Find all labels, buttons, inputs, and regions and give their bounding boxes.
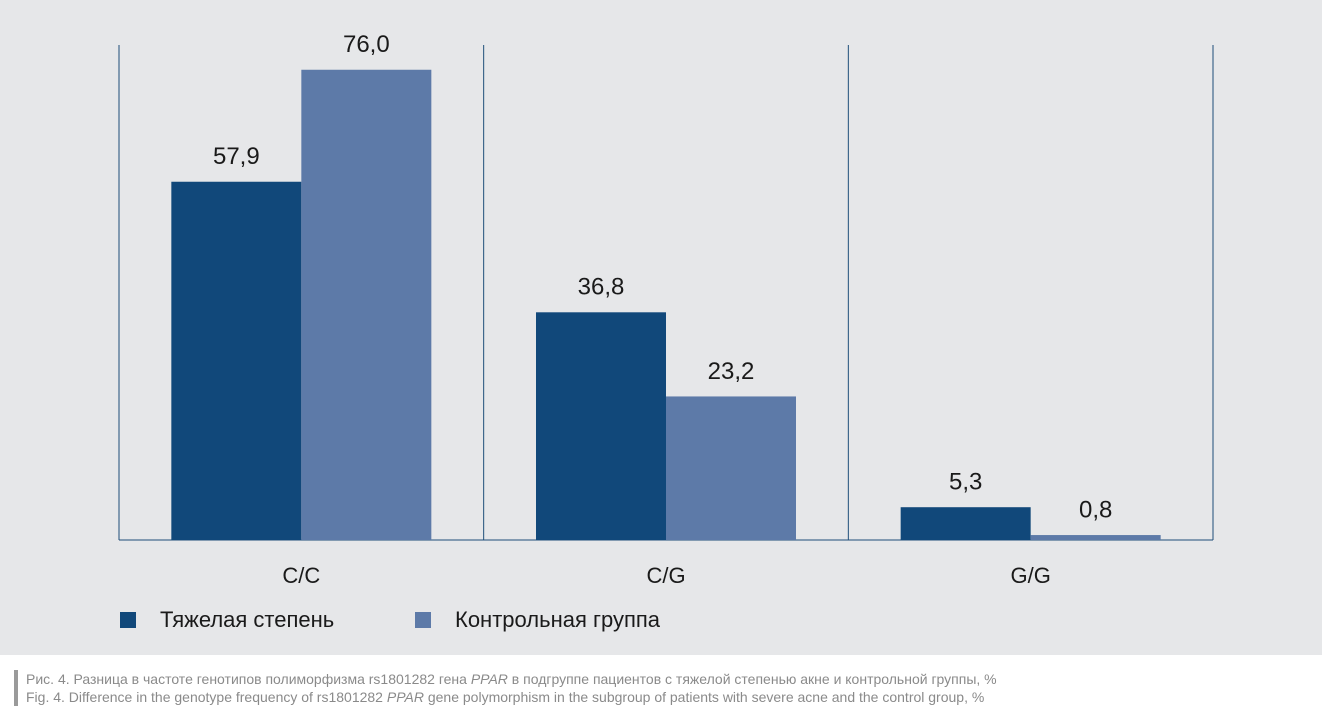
bar <box>171 181 302 540</box>
x-tick-label: C/G <box>646 563 685 588</box>
data-label: 57,9 <box>213 143 260 170</box>
bar <box>536 312 666 540</box>
chart: C/C 57,9 76,0 C/G 36,8 23,2 G/G 5,3 0,8 Тяжелая с… <box>118 31 1214 632</box>
caption-text: Fig. 4. Difference in the genotype frequ… <box>26 689 387 705</box>
legend-swatch <box>415 612 431 628</box>
caption-text: в подгруппе пациентов с тяжелой степенью… <box>507 671 997 687</box>
data-label: 5,3 <box>949 469 982 496</box>
x-tick-label: G/G <box>1010 563 1050 588</box>
caption: Рис. 4. Разница в частоте генотипов поли… <box>14 670 997 706</box>
bar <box>666 396 796 540</box>
caption-text: Рис. 4. Разница в частоте генотипов поли… <box>26 671 471 687</box>
bar <box>301 69 432 540</box>
legend-swatch <box>120 612 136 628</box>
legend-label: Тяжелая степень <box>160 607 334 632</box>
legend-label: Контрольная группа <box>455 607 661 632</box>
data-label: 23,2 <box>708 358 755 385</box>
caption-en: Fig. 4. Difference in the genotype frequ… <box>26 688 997 706</box>
data-label: 0,8 <box>1079 496 1112 523</box>
caption-text: gene polymorphism in the subgroup of pat… <box>423 689 985 705</box>
caption-gene: PPAR <box>470 671 508 687</box>
x-tick-label: C/C <box>282 563 320 588</box>
data-label: 76,0 <box>343 31 390 58</box>
caption-gene: PPAR <box>386 689 424 705</box>
bar <box>1030 535 1161 540</box>
caption-ru: Рис. 4. Разница в частоте генотипов поли… <box>26 670 997 688</box>
bar <box>900 507 1031 540</box>
data-label: 36,8 <box>578 274 625 301</box>
